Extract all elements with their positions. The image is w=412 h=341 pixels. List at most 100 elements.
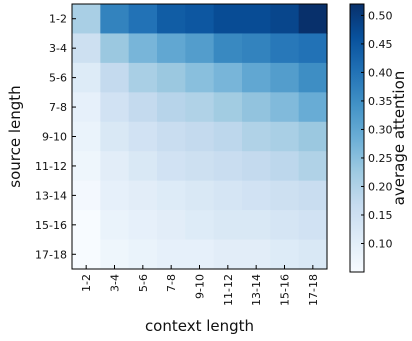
heatmap-cells xyxy=(72,4,328,270)
colorbar-tick-label: 0.45 xyxy=(368,38,393,51)
heatmap-cell xyxy=(185,33,215,64)
x-tick-label: 5-6 xyxy=(137,274,150,292)
heatmap-cell xyxy=(185,92,215,123)
colorbar-tick-label: 0.10 xyxy=(368,237,393,250)
heatmap-cell xyxy=(213,239,243,270)
heatmap-cell xyxy=(157,121,186,152)
x-tick-label: 3-4 xyxy=(109,274,122,292)
heatmap-cell xyxy=(242,4,271,35)
heatmap-cell xyxy=(128,62,158,93)
colorbar-tick-label: 0.50 xyxy=(368,9,393,22)
colorbar-tick-label: 0.40 xyxy=(368,66,393,79)
colorbar-ticks: 0.10 0.15 0.20 0.25 0.30 0.35 0.40 0.45 0.50 xyxy=(361,9,393,250)
heatmap-cell xyxy=(213,33,243,64)
heatmap-cell xyxy=(100,151,130,182)
heatmap-cell xyxy=(213,151,243,182)
y-tick-label: 7-8 xyxy=(49,101,67,114)
heatmap-cell xyxy=(100,92,130,123)
heatmap-cell xyxy=(270,151,300,182)
heatmap-cell xyxy=(213,210,243,241)
heatmap-cell xyxy=(128,92,158,123)
heatmap-cell xyxy=(242,62,271,93)
heatmap-cell xyxy=(72,210,101,241)
heatmap-cell xyxy=(100,121,130,152)
heatmap-cell xyxy=(72,92,101,123)
heatmap-cell xyxy=(298,151,328,182)
heatmap-cell xyxy=(100,239,130,270)
heatmap-cell xyxy=(213,62,243,93)
heatmap-cell xyxy=(270,239,300,270)
heatmap-cell xyxy=(242,151,271,182)
heatmap-cell xyxy=(298,92,328,123)
heatmap-cell xyxy=(242,239,271,270)
colorbar-tick-label: 0.25 xyxy=(368,152,393,165)
heatmap-cell xyxy=(72,151,101,182)
heatmap-cell xyxy=(157,62,186,93)
x-tick-label: 1-2 xyxy=(80,274,93,292)
y-tick-label: 13-14 xyxy=(35,189,67,202)
heatmap-cell xyxy=(185,239,215,270)
y-tick-label: 17-18 xyxy=(35,248,67,261)
x-tick-label: 17-18 xyxy=(307,274,320,306)
y-tick-label: 11-12 xyxy=(35,160,67,173)
heatmap-cell xyxy=(298,239,328,270)
heatmap-cell xyxy=(270,4,300,35)
y-axis-label: source length xyxy=(6,85,24,187)
colorbar-tick-label: 0.15 xyxy=(368,209,393,222)
heatmap-cell xyxy=(100,210,130,241)
colorbar-label: average attention xyxy=(390,71,408,206)
heatmap-cell xyxy=(128,33,158,64)
heatmap-cell xyxy=(213,121,243,152)
heatmap-cell xyxy=(100,180,130,211)
heatmap-cell xyxy=(72,121,101,152)
heatmap-cell xyxy=(157,33,186,64)
heatmap-cell xyxy=(185,4,215,35)
x-tick-label: 13-14 xyxy=(250,274,263,306)
heatmap-cell xyxy=(100,4,130,35)
heatmap-cell xyxy=(128,210,158,241)
heatmap-cell xyxy=(72,4,101,35)
heatmap-cell xyxy=(298,210,328,241)
heatmap-cell xyxy=(270,62,300,93)
x-axis-label: context length xyxy=(145,317,254,335)
heatmap-cell xyxy=(157,151,186,182)
colorbar xyxy=(349,3,365,273)
y-tick-label: 3-4 xyxy=(49,42,67,55)
x-tick-label: 7-8 xyxy=(165,274,178,292)
x-tick-label: 15-16 xyxy=(279,274,292,306)
heatmap-cell xyxy=(157,92,186,123)
heatmap-cell xyxy=(157,210,186,241)
y-tick-label: 5-6 xyxy=(49,72,67,85)
heatmap-cell xyxy=(270,92,300,123)
x-tick-label: 9-10 xyxy=(194,274,207,299)
heatmap-cell xyxy=(72,239,101,270)
heatmap-cell xyxy=(128,4,158,35)
heatmap-cell xyxy=(185,151,215,182)
heatmap-cell xyxy=(213,4,243,35)
y-tick-labels: 1-2 3-4 5-6 7-8 9-10 11-12 13-14 15-16 17-18 xyxy=(35,13,76,261)
heatmap-cell xyxy=(298,62,328,93)
heatmap-cell xyxy=(185,62,215,93)
y-tick-label: 1-2 xyxy=(49,13,67,26)
heatmap-cell xyxy=(270,33,300,64)
x-tick-label: 11-12 xyxy=(222,274,235,306)
heatmap-cell xyxy=(185,180,215,211)
heatmap-cell xyxy=(298,33,328,64)
heatmap-cell xyxy=(100,62,130,93)
heatmap-cell xyxy=(298,180,328,211)
heatmap-cell xyxy=(128,151,158,182)
heatmap-cell xyxy=(242,92,271,123)
heatmap-cell xyxy=(128,180,158,211)
x-tick-labels: 1-2 3-4 5-6 7-8 9-10 11-12 13-14 15-16 17-18 xyxy=(80,265,320,306)
heatmap-cell xyxy=(157,180,186,211)
heatmap-cell xyxy=(298,121,328,152)
heatmap-cell xyxy=(270,210,300,241)
colorbar-tick-label: 0.30 xyxy=(368,123,393,136)
heatmap-cell xyxy=(72,33,101,64)
heatmap-cell xyxy=(128,239,158,270)
heatmap-cell xyxy=(185,121,215,152)
heatmap-cell xyxy=(298,4,328,35)
heatmap-cell xyxy=(185,210,215,241)
